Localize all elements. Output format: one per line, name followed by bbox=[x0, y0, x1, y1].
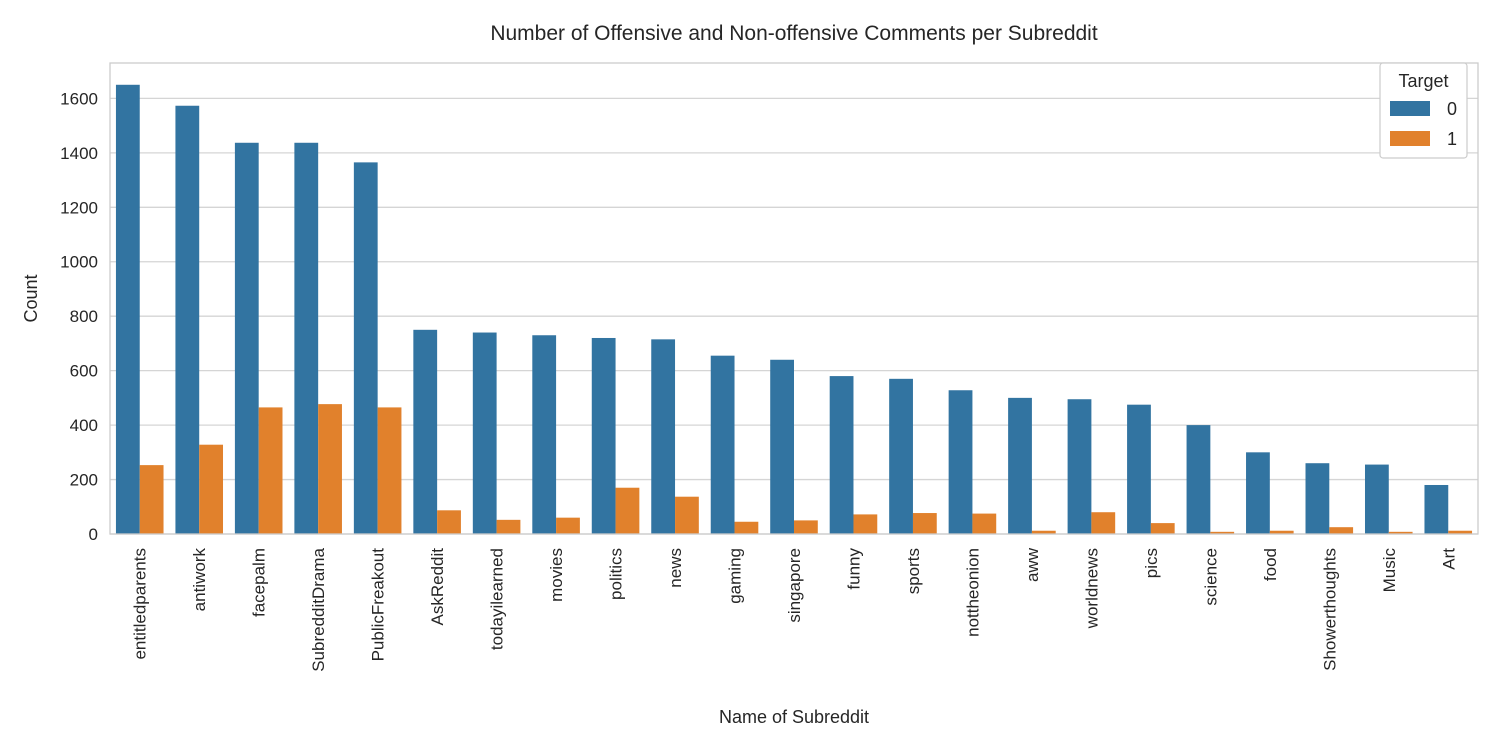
plot-frame bbox=[109, 62, 1479, 535]
y-tick-label: 800 bbox=[70, 307, 98, 326]
legend-items: 01 bbox=[1390, 99, 1457, 149]
legend-swatch-0 bbox=[1390, 101, 1430, 116]
x-tick-label: worldnews bbox=[1082, 548, 1101, 629]
y-tick-label: 1000 bbox=[60, 253, 98, 272]
bar-SubredditDrama-target-0 bbox=[294, 142, 319, 534]
bar-funny-target-0 bbox=[829, 376, 854, 534]
x-tick-label: politics bbox=[607, 548, 626, 600]
chart-title: Number of Offensive and Non-offensive Co… bbox=[490, 22, 1098, 45]
x-tick-label: funny bbox=[844, 548, 863, 590]
legend-swatch-1 bbox=[1390, 131, 1430, 146]
x-tick-label: AskReddit bbox=[428, 548, 447, 626]
bar-gaming-target-0 bbox=[710, 355, 735, 534]
legend: Target 01 bbox=[1379, 62, 1468, 159]
y-tick-label: 1600 bbox=[60, 89, 98, 108]
legend-label-0: 0 bbox=[1447, 99, 1457, 119]
bar-antiwork-target-1 bbox=[199, 444, 224, 534]
legend-title: Target bbox=[1398, 71, 1448, 91]
bar-todayilearned-target-1 bbox=[496, 519, 521, 534]
bar-pics-target-0 bbox=[1127, 404, 1151, 534]
bar-food-target-0 bbox=[1246, 452, 1270, 534]
x-tick-label: antiwork bbox=[190, 548, 209, 612]
bar-Showerthoughts-target-0 bbox=[1305, 463, 1330, 534]
bar-entitledparents-target-1 bbox=[139, 465, 164, 534]
x-tick-label: science bbox=[1201, 548, 1220, 606]
bar-Showerthoughts-target-1 bbox=[1329, 527, 1354, 534]
x-tick-label: aww bbox=[1023, 547, 1042, 582]
bar-news-target-0 bbox=[651, 339, 676, 534]
bar-AskReddit-target-1 bbox=[437, 510, 461, 534]
bar-pics-target-1 bbox=[1150, 523, 1175, 534]
x-tick-label: pics bbox=[1142, 548, 1161, 578]
bar-worldnews-target-1 bbox=[1091, 512, 1116, 534]
x-tick-label: todayilearned bbox=[488, 548, 507, 650]
bar-news-target-1 bbox=[675, 496, 699, 534]
bar-politics-target-1 bbox=[615, 487, 640, 534]
bar-nottheonion-target-0 bbox=[948, 390, 973, 534]
x-tick-label: sports bbox=[904, 548, 923, 594]
y-tick-label: 1400 bbox=[60, 144, 98, 163]
legend-label-1: 1 bbox=[1447, 129, 1457, 149]
bar-facepalm-target-1 bbox=[258, 407, 283, 534]
x-tick-label: news bbox=[666, 548, 685, 588]
y-tick-label: 400 bbox=[70, 416, 98, 435]
x-tick-label: Music bbox=[1380, 548, 1399, 593]
y-tick-label: 1200 bbox=[60, 198, 98, 217]
bar-singapore-target-1 bbox=[794, 520, 818, 534]
bar-movies-target-0 bbox=[532, 335, 557, 534]
bar-science-target-1 bbox=[1210, 531, 1235, 534]
x-tick-label: movies bbox=[547, 548, 566, 602]
x-axis-ticks: entitledparents antiwork facepalm Subreddit… bbox=[131, 547, 1459, 671]
bar-science-target-0 bbox=[1186, 425, 1211, 534]
bar-aww-target-0 bbox=[1008, 397, 1032, 534]
bar-aww-target-1 bbox=[1031, 530, 1056, 534]
bar-food-target-1 bbox=[1269, 530, 1294, 534]
y-axis-ticks: 0 200 400 600 800 1000 1200 1400 1600 bbox=[60, 89, 98, 544]
x-tick-label: Showerthoughts bbox=[1320, 548, 1339, 671]
y-axis-label: Count bbox=[21, 274, 41, 322]
bar-AskReddit-target-0 bbox=[413, 329, 438, 534]
x-tick-label: singapore bbox=[785, 548, 804, 623]
x-tick-label: entitledparents bbox=[131, 548, 150, 660]
x-tick-label: SubredditDrama bbox=[309, 547, 328, 671]
bar-todayilearned-target-0 bbox=[472, 332, 497, 534]
bar-nottheonion-target-1 bbox=[972, 513, 997, 534]
bar-sports-target-0 bbox=[889, 378, 913, 534]
bar-PublicFreakout-target-1 bbox=[377, 407, 402, 534]
y-tick-label: 600 bbox=[70, 362, 98, 381]
bar-Music-target-1 bbox=[1388, 531, 1413, 534]
bar-singapore-target-0 bbox=[770, 359, 794, 534]
x-tick-label: PublicFreakout bbox=[369, 548, 388, 662]
y-tick-label: 0 bbox=[89, 525, 98, 544]
x-tick-label: food bbox=[1261, 548, 1280, 581]
bar-facepalm-target-0 bbox=[234, 142, 259, 534]
x-axis-label: Name of Subreddit bbox=[719, 707, 869, 727]
bar-Art-target-1 bbox=[1448, 530, 1473, 534]
bar-funny-target-1 bbox=[853, 514, 878, 534]
x-tick-label: nottheonion bbox=[963, 548, 982, 637]
bar-SubredditDrama-target-1 bbox=[318, 404, 342, 534]
bar-worldnews-target-0 bbox=[1067, 399, 1092, 534]
bar-movies-target-1 bbox=[556, 517, 580, 534]
bar-sports-target-1 bbox=[912, 513, 937, 534]
x-tick-label: Art bbox=[1439, 548, 1458, 570]
x-tick-label: gaming bbox=[726, 548, 745, 604]
bar-Art-target-0 bbox=[1424, 484, 1449, 534]
x-tick-label: facepalm bbox=[250, 548, 269, 617]
bar-entitledparents-target-0 bbox=[115, 84, 140, 534]
bar-Music-target-0 bbox=[1364, 464, 1389, 534]
bar-antiwork-target-0 bbox=[175, 105, 200, 535]
y-tick-label: 200 bbox=[70, 471, 98, 490]
bar-politics-target-0 bbox=[591, 337, 616, 534]
bar-PublicFreakout-target-0 bbox=[353, 162, 378, 534]
bar-gaming-target-1 bbox=[734, 521, 759, 534]
bars bbox=[115, 84, 1473, 535]
